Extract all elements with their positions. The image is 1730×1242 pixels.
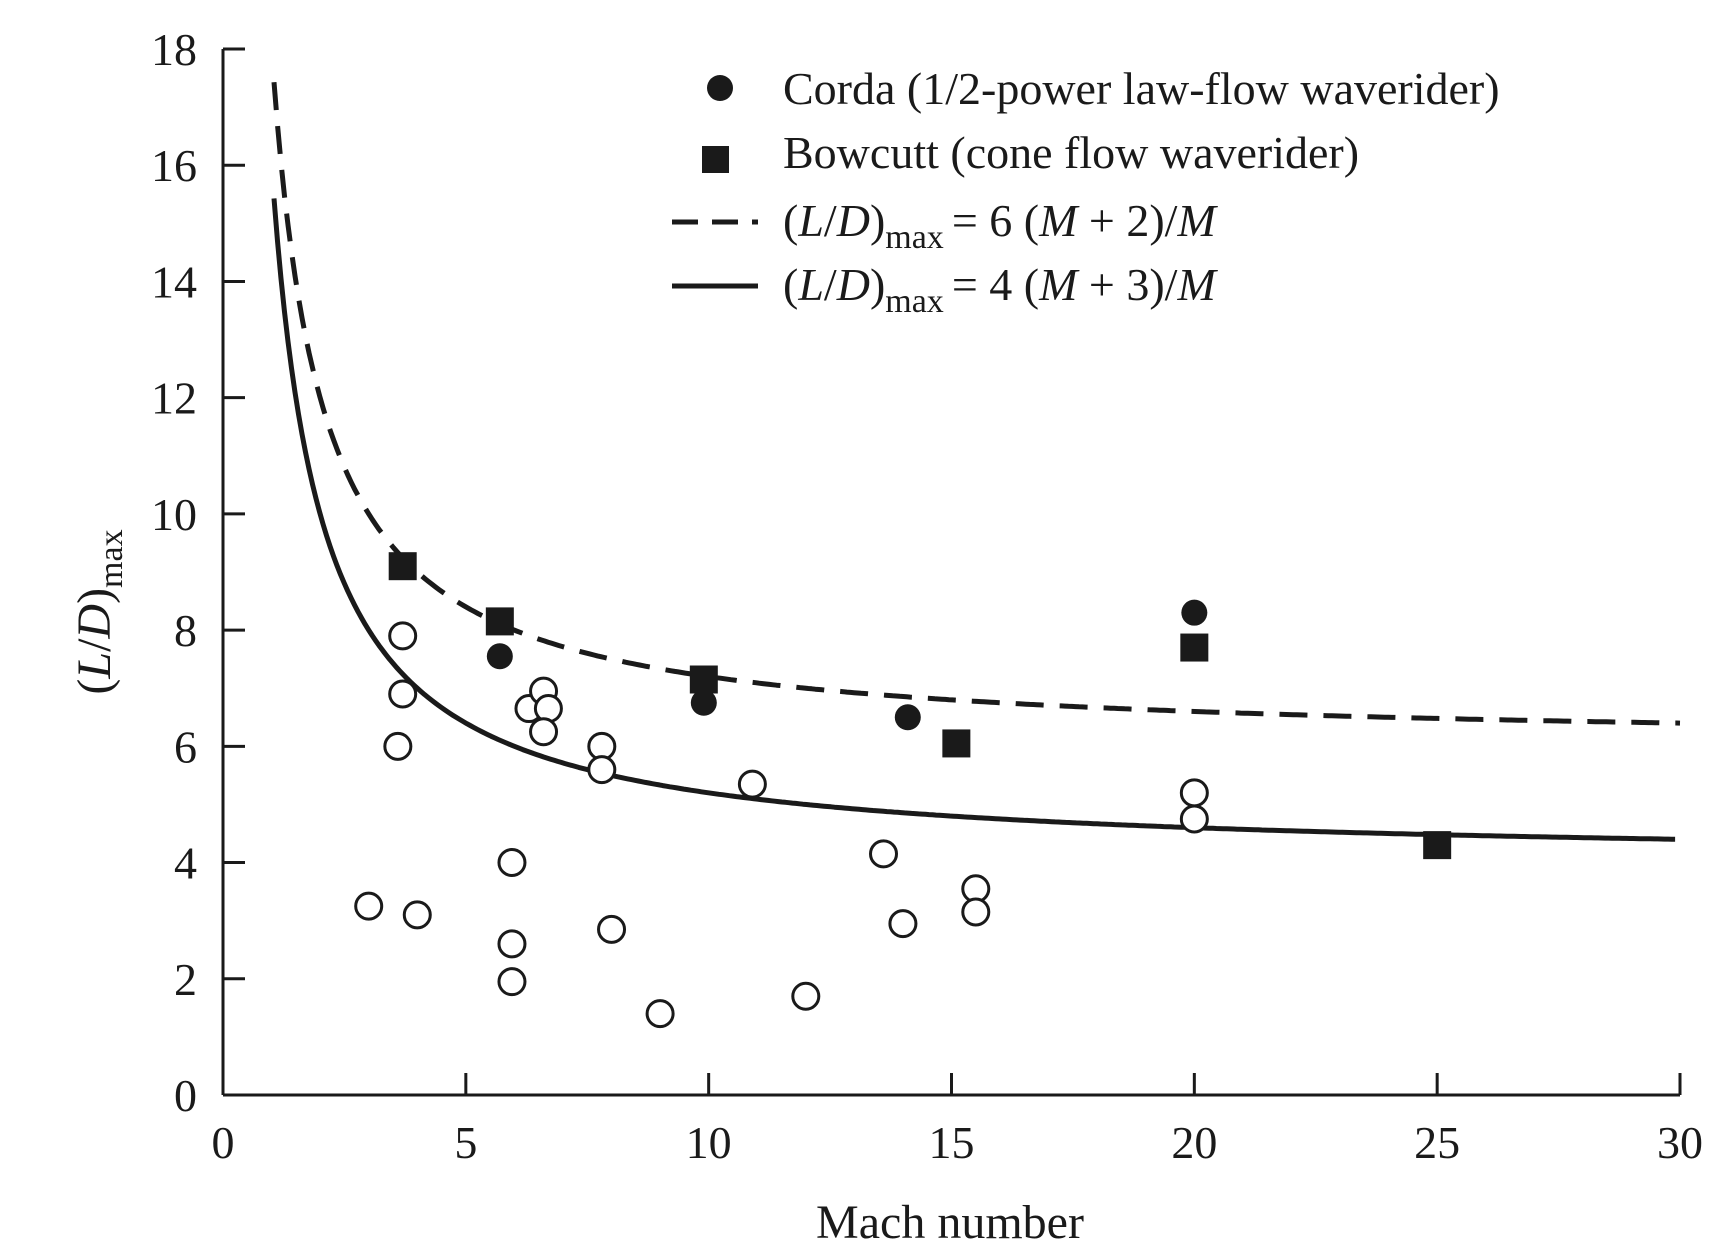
dashed-curve — [271, 81, 1681, 726]
svg-text:(L/D)max: (L/D)max — [68, 529, 130, 694]
bowcutt-point — [388, 552, 417, 581]
open-circle-point — [533, 694, 563, 724]
legend-label-bowcutt: Bowcutt (cone flow waverider) — [783, 127, 1359, 178]
legend-label-solid-curve: (L/D)max = 4 (M + 3)/M — [783, 259, 1218, 320]
open-circle-point — [388, 621, 418, 651]
x-tick-label: 10 — [686, 1117, 732, 1168]
open-circle-point — [961, 897, 991, 927]
y-tick-label: 18 — [151, 24, 197, 75]
x-tick-label: 25 — [1414, 1117, 1460, 1168]
open-circle-point — [587, 755, 617, 785]
legend-marker-corda — [707, 75, 733, 101]
data-points — [354, 552, 1452, 1029]
bowcutt-point — [689, 665, 718, 694]
legend-label-corda: Corda (1/2-power law-flow waverider) — [783, 63, 1500, 114]
y-tick-label: 12 — [151, 373, 197, 424]
open-circle-point — [383, 731, 413, 761]
y-axis-label: (L/D)max — [68, 529, 130, 694]
bowcutt-point — [1423, 831, 1452, 860]
corda-point — [690, 689, 717, 716]
bowcutt-point — [942, 729, 971, 758]
open-circle-point — [388, 679, 418, 709]
open-circle-point — [737, 769, 767, 799]
bowcutt-point — [485, 607, 514, 636]
y-tick-label: 16 — [151, 140, 197, 191]
x-tick-label: 20 — [1171, 1117, 1217, 1168]
y-tick-label: 14 — [151, 256, 197, 307]
y-tick-label: 2 — [174, 954, 197, 1005]
open-circle-point — [529, 717, 559, 747]
x-tick-label: 0 — [212, 1117, 235, 1168]
x-tick-label: 15 — [929, 1117, 975, 1168]
open-circle-point — [402, 900, 432, 930]
open-circle-point — [497, 967, 527, 997]
legend: Corda (1/2-power law-flow waverider) Bow… — [672, 63, 1500, 320]
axes: 0 5 10 15 20 25 30 0 2 4 6 8 10 12 14 16 18 — [151, 24, 1703, 1168]
x-axis-label: Mach number — [816, 1196, 1084, 1242]
y-tick-label: 6 — [174, 721, 197, 772]
open-circle-point — [791, 981, 821, 1011]
x-tick-label: 30 — [1657, 1117, 1703, 1168]
open-circle-point — [869, 839, 899, 869]
open-circle-point — [497, 848, 527, 878]
open-circle-point — [1179, 778, 1209, 808]
legend-marker-bowcutt — [702, 146, 729, 173]
open-circle-point — [1179, 804, 1209, 834]
y-tick-label: 4 — [174, 838, 197, 889]
y-tick-label: 0 — [174, 1070, 197, 1121]
open-circle-point — [497, 929, 527, 959]
x-tick-label: 5 — [454, 1117, 477, 1168]
legend-label-dashed-curve: (L/D)max = 6 (M + 2)/M — [783, 195, 1218, 256]
corda-point — [486, 643, 513, 670]
bowcutt-point — [1180, 633, 1209, 662]
corda-point — [1181, 599, 1208, 626]
y-tick-label: 8 — [174, 605, 197, 656]
open-circle-point — [645, 999, 675, 1029]
y-tick-label: 10 — [151, 489, 197, 540]
open-circle-point — [888, 909, 918, 939]
open-circle-point — [597, 914, 627, 944]
corda-point — [894, 704, 921, 731]
open-circle-point — [354, 891, 384, 921]
